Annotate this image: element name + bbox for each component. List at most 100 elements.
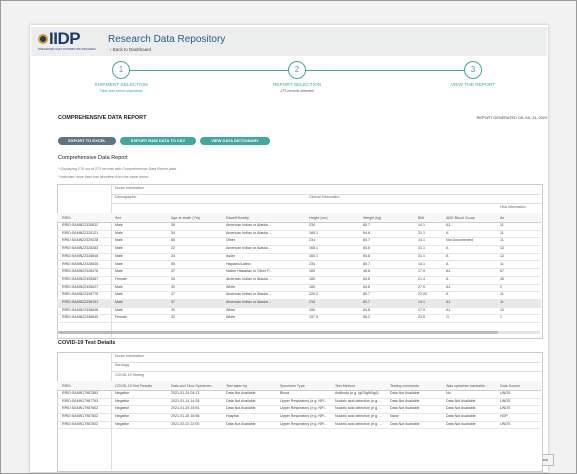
table-cell: 67 bbox=[500, 269, 504, 274]
table-cell: A bbox=[446, 261, 449, 266]
column-header: ABO Blood Group bbox=[446, 215, 475, 220]
table-cell: 12 bbox=[500, 307, 504, 312]
table-cell: Nucleic acid detection (e.g. ... bbox=[335, 421, 383, 426]
table-cell: Negative bbox=[115, 391, 130, 395]
table-cell: Hispanic/Latino bbox=[226, 261, 251, 266]
column-header: BMI bbox=[418, 215, 425, 220]
column-header: Weight (kg) bbox=[363, 215, 382, 220]
table-cell: Upper Respiratory (e.g. NP/... bbox=[280, 414, 328, 419]
button[interactable]: VIEW DATA DICTIONARY bbox=[200, 137, 270, 145]
table-cell: 234 bbox=[309, 238, 315, 243]
table-cell: Upper Respiratory (e.g. NP/... bbox=[280, 398, 328, 403]
table-cell: Antibody (e.g. IgG/IgM/IgA) bbox=[335, 391, 379, 395]
table-cell: 47 bbox=[171, 292, 175, 297]
table-cell: 64.8 bbox=[363, 307, 370, 312]
table-cell: 11 bbox=[500, 300, 504, 304]
table-row bbox=[57, 261, 541, 270]
table-row bbox=[57, 390, 541, 399]
table-cell: 64.8 bbox=[363, 284, 370, 289]
button[interactable]: EXPORT TO EXCEL bbox=[58, 137, 116, 145]
table-cell: Male bbox=[115, 253, 123, 258]
table-cell: A1 bbox=[446, 284, 451, 289]
table-cell: Male bbox=[115, 230, 123, 235]
column-header: Testing comments bbox=[390, 383, 419, 388]
column-header: Specimen Type bbox=[280, 383, 305, 388]
table-cell: Negative bbox=[115, 414, 130, 419]
table-cell: Data Not Available bbox=[390, 406, 420, 411]
table-row bbox=[57, 222, 541, 231]
table-row bbox=[57, 299, 541, 308]
table-cell: Data Not Available bbox=[226, 398, 256, 403]
step-label: SHIPMENT SELECTION bbox=[94, 83, 148, 88]
step-circle: 3 bbox=[464, 61, 482, 79]
table-cell: Nucleic acid detection (e.g. ... bbox=[335, 414, 383, 419]
table-cell: 11 bbox=[500, 238, 504, 243]
column-header: Age at death (Yrs) bbox=[171, 215, 201, 220]
table-cell: A1 bbox=[446, 307, 451, 312]
group-line bbox=[111, 203, 541, 204]
step-label: VIEW THE REPORT bbox=[450, 83, 496, 88]
table-cell: HOP bbox=[500, 414, 508, 419]
table-cell: Upper Respiratory (e.g. NP/... bbox=[280, 406, 328, 411]
column-header: COVID-19 Test Results bbox=[115, 383, 153, 388]
table-cell: UNOS bbox=[500, 391, 511, 395]
table-cell: 80.7 bbox=[363, 238, 370, 243]
table-cell: 157.5 bbox=[309, 315, 318, 320]
step-circle: 2 bbox=[288, 61, 306, 79]
table-cell: 84.6 bbox=[363, 230, 370, 235]
step-sub: Filter and select shipments bbox=[99, 89, 143, 93]
table-cell: RRID:SAMN22320028 bbox=[62, 238, 99, 243]
table-cell: Data Not Available bbox=[390, 398, 420, 403]
table-cell: Blood bbox=[280, 391, 290, 395]
table-cell: Male bbox=[115, 284, 123, 289]
rrid-divider bbox=[111, 352, 112, 470]
table-cell: 165.1 bbox=[309, 253, 318, 258]
header-bar bbox=[31, 27, 547, 56]
logo-icon bbox=[38, 34, 48, 44]
group-header: HbA Information bbox=[500, 204, 526, 209]
table-cell: Asian bbox=[226, 253, 235, 258]
table-row bbox=[57, 307, 541, 316]
table-cell: Nucleic acid detection (e.g. ... bbox=[335, 406, 383, 411]
table-cell: Not Documented bbox=[446, 238, 473, 243]
table-cell: Upper Respiratory (e.g. NP/... bbox=[280, 421, 328, 426]
table-cell: 64.8 bbox=[363, 276, 370, 281]
table-cell: American Indian or Alaska ... bbox=[226, 246, 272, 251]
table-cell: 160 bbox=[309, 269, 315, 274]
table-cell: Data Not Available bbox=[226, 421, 256, 426]
back-link[interactable]: ‹ Back to Dashboard bbox=[110, 47, 152, 52]
table-cell: RRID:SAMN22328836 bbox=[62, 261, 99, 266]
table-cell: 45 bbox=[500, 276, 504, 281]
table-cell: 80.7 bbox=[363, 300, 370, 304]
table-cell: 22.00 bbox=[418, 292, 427, 297]
table-cell: RRID:SAMN22335587 bbox=[62, 276, 99, 281]
app-title: Research Data Repository bbox=[108, 34, 226, 45]
table-cell: 31.1 bbox=[418, 230, 425, 235]
table-cell: 17.9 bbox=[418, 307, 425, 312]
table-cell: 23.5 bbox=[418, 315, 425, 320]
table-cell: 22 bbox=[171, 246, 175, 251]
table-cell: Female bbox=[115, 276, 127, 281]
table-cell: 160 bbox=[309, 276, 315, 281]
table-cell: 34 bbox=[171, 230, 175, 235]
table-cell: 26 bbox=[171, 223, 175, 227]
table-cell: American Indian or Alaska ... bbox=[226, 292, 272, 297]
table-cell: Data Not Available bbox=[446, 414, 476, 419]
table-cell: 21.4 bbox=[418, 276, 425, 281]
table-cell: Male bbox=[115, 223, 123, 227]
table-cell: 165.1 bbox=[309, 230, 318, 235]
table-cell: 80.7 bbox=[363, 223, 370, 227]
table-cell: American Indian or Alaska ... bbox=[226, 223, 272, 227]
table-cell: 80.7 bbox=[363, 261, 370, 266]
table-cell: Data Not Available bbox=[226, 391, 256, 395]
table-cell: UNOS bbox=[500, 406, 511, 411]
report-generated: REPORT GENERATED ON JUL 31, 2023 bbox=[476, 116, 547, 120]
table-cell: Data Not Available bbox=[390, 421, 420, 426]
rrid-divider bbox=[111, 184, 112, 337]
button[interactable]: EXPORT RAW DATA TO CSV bbox=[120, 137, 196, 145]
table-cell: 17.9 bbox=[418, 269, 425, 274]
table-cell: 34 bbox=[171, 253, 175, 258]
table-cell: American Indian or Alaska ... bbox=[226, 276, 272, 281]
column-header: Race/Ethnicity bbox=[226, 215, 249, 220]
